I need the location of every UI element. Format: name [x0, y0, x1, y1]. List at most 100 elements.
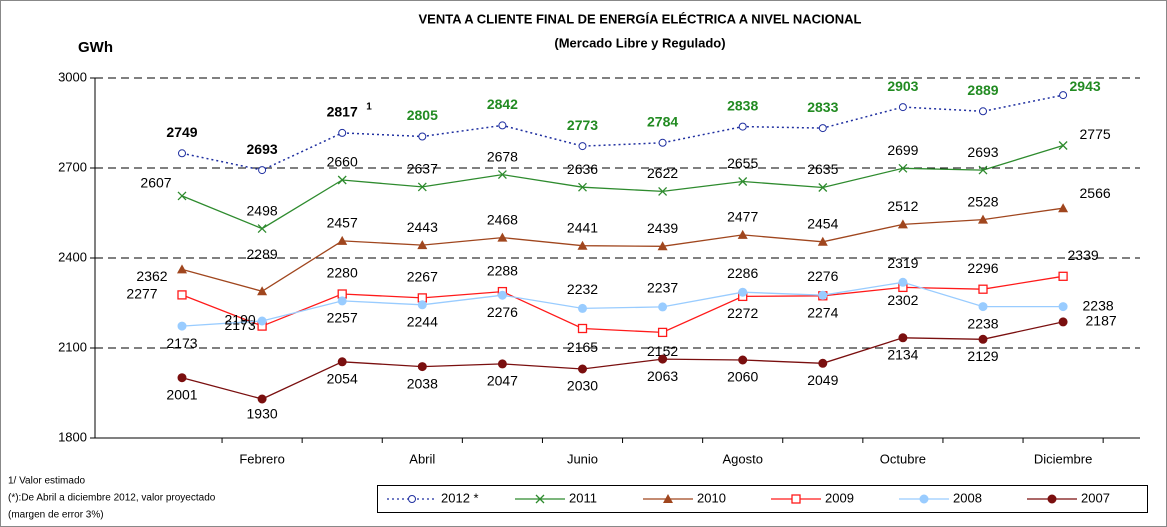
data-label: 2699 — [887, 142, 918, 158]
marker — [658, 138, 667, 147]
data-label: 2319 — [887, 255, 918, 271]
data-label: 2060 — [727, 369, 758, 385]
data-label: 2889 — [967, 82, 998, 98]
marker — [578, 364, 587, 374]
data-label: 2784 — [647, 114, 678, 130]
data-label: 2607 — [140, 175, 171, 191]
marker — [1058, 203, 1069, 213]
marker — [898, 103, 907, 112]
marker — [257, 316, 267, 326]
data-label: 2001 — [166, 386, 197, 402]
marker — [417, 182, 427, 192]
data-label: 2280 — [327, 265, 358, 281]
y-tick-label: 2400 — [58, 249, 87, 264]
data-label: 2457 — [327, 215, 358, 231]
marker — [818, 183, 828, 192]
series-line — [181, 94, 1064, 171]
marker — [1047, 494, 1057, 504]
data-label: 2441 — [567, 219, 598, 235]
data-label: 2635 — [807, 161, 838, 177]
marker — [178, 149, 186, 158]
marker — [738, 177, 748, 186]
data-label: 2838 — [727, 97, 758, 113]
data-label: 2274 — [807, 305, 838, 321]
marker — [979, 107, 987, 116]
y-tick-label: 3000 — [58, 69, 87, 84]
data-label: 2047 — [487, 373, 518, 389]
x-tick-label: Octubre — [880, 451, 926, 466]
marker — [497, 290, 507, 300]
data-label: 2566 — [1080, 185, 1111, 201]
marker — [1058, 317, 1068, 327]
data-label: 2773 — [567, 117, 598, 133]
x-tick-label: Diciembre — [1034, 451, 1093, 466]
data-label: 2190 — [225, 312, 256, 328]
marker — [177, 290, 187, 300]
marker — [978, 284, 988, 294]
marker — [897, 219, 908, 229]
marker — [177, 264, 187, 274]
data-label: 2165 — [567, 339, 598, 355]
data-label: 2362 — [136, 268, 167, 284]
marker — [408, 495, 416, 503]
data-label: 2833 — [807, 99, 838, 115]
marker — [791, 494, 801, 504]
marker — [337, 235, 348, 245]
marker — [817, 236, 828, 246]
marker — [535, 494, 545, 504]
legend-box — [377, 485, 1148, 513]
series-line — [181, 281, 1064, 327]
data-label: 2173 — [225, 317, 256, 333]
marker — [919, 494, 929, 504]
data-label: 2272 — [727, 305, 758, 321]
marker — [818, 358, 828, 368]
data-label: 1930 — [247, 406, 278, 422]
marker — [578, 142, 587, 151]
data-label: 2276 — [807, 268, 838, 284]
data-label: 2038 — [407, 375, 438, 391]
data-label: 2267 — [407, 269, 438, 285]
marker — [258, 166, 267, 175]
data-label: 2296 — [967, 260, 998, 276]
data-label: 2817 — [327, 104, 358, 120]
y-tick-label: 1800 — [58, 429, 87, 444]
data-label: 2238 — [967, 315, 998, 331]
chart-title: VENTA A CLIENTE FINAL DE ENERGÍA ELÉCTRI… — [419, 11, 862, 26]
marker — [577, 240, 588, 250]
marker — [1058, 271, 1068, 281]
legend-label: 2008 — [953, 490, 982, 505]
marker — [417, 300, 427, 310]
marker — [497, 170, 507, 180]
data-label: 2512 — [887, 198, 918, 214]
marker — [978, 214, 988, 224]
marker — [658, 302, 668, 312]
marker — [1058, 141, 1068, 150]
marker — [498, 121, 507, 130]
data-label: 2289 — [247, 246, 278, 262]
data-label: 2622 — [647, 165, 678, 181]
series-line — [181, 207, 1064, 293]
data-label: 2288 — [487, 262, 518, 278]
data-label: 2678 — [487, 148, 518, 164]
data-label: 2528 — [967, 193, 998, 209]
marker — [177, 321, 187, 331]
marker — [898, 333, 908, 343]
superscript: 1 — [366, 102, 372, 113]
legend-label: 2011 — [569, 490, 597, 505]
y-tick-label: 2700 — [58, 159, 87, 174]
series-line — [181, 144, 1064, 230]
marker — [978, 302, 988, 312]
marker — [978, 334, 988, 344]
data-label: 2187 — [1086, 313, 1117, 329]
data-label: 2842 — [487, 96, 518, 112]
marker — [337, 175, 347, 185]
marker — [257, 286, 268, 296]
note: 1/ Valor estimado — [8, 476, 86, 487]
data-label: 2237 — [647, 280, 678, 296]
marker — [1058, 302, 1068, 312]
data-label: 2054 — [327, 371, 358, 387]
data-label: 2134 — [887, 347, 918, 363]
marker — [978, 165, 988, 175]
